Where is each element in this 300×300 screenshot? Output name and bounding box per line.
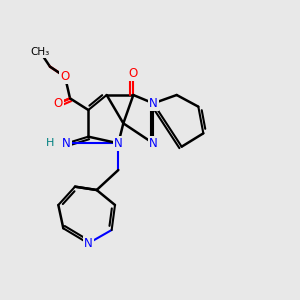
Text: O: O xyxy=(60,70,70,83)
Text: N: N xyxy=(84,237,93,250)
Text: O: O xyxy=(129,67,138,80)
Text: N: N xyxy=(114,137,123,150)
Text: O: O xyxy=(54,97,63,110)
Text: N: N xyxy=(149,97,158,110)
Text: H: H xyxy=(46,138,54,148)
Text: CH₃: CH₃ xyxy=(30,47,50,57)
Text: N: N xyxy=(62,137,71,150)
Text: N: N xyxy=(149,137,158,150)
